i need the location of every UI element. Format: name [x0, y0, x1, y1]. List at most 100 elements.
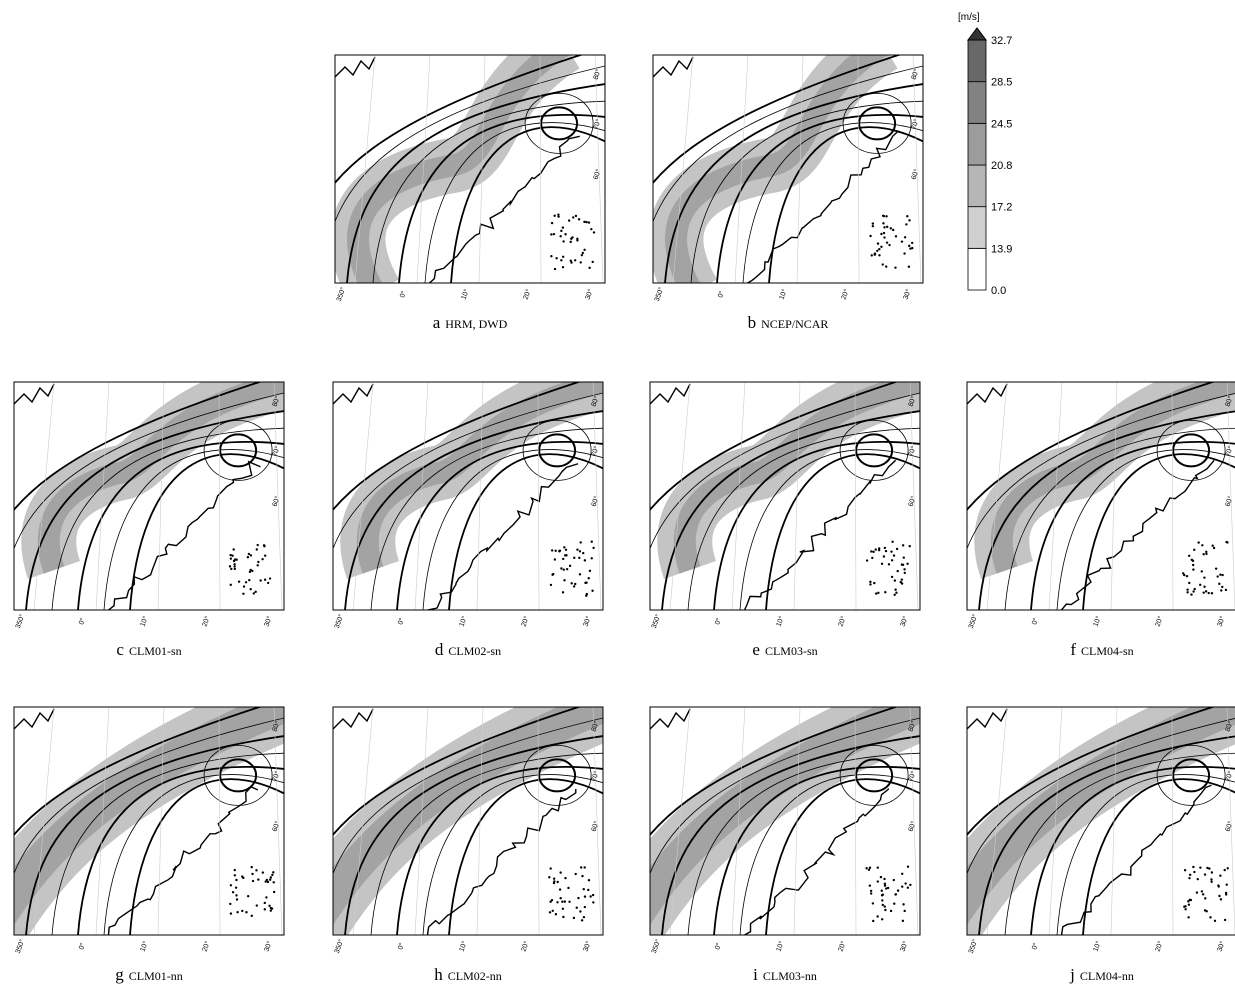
lake-dot: [885, 550, 887, 552]
colorbar-level: 28.5: [991, 77, 1012, 89]
lake-dot: [1188, 903, 1190, 905]
lake-dot: [271, 907, 273, 909]
lake-dot: [1192, 590, 1194, 592]
panel-label: CLM01-sn: [129, 644, 182, 658]
lon-label: 10°: [778, 288, 789, 301]
lake-dot: [564, 554, 566, 556]
lake-dot: [243, 585, 245, 587]
lake-dot: [555, 257, 557, 259]
lon-label: 20°: [1154, 940, 1165, 953]
lake-dot: [888, 244, 890, 246]
lake-dot: [256, 564, 258, 566]
lake-dot: [872, 551, 874, 553]
lake-dot: [904, 572, 906, 574]
lake-dot: [576, 239, 578, 241]
lake-dot: [872, 902, 874, 904]
lake-dot: [891, 576, 893, 578]
lake-dot: [562, 226, 564, 228]
lake-dot: [559, 871, 561, 873]
lake-dot: [257, 561, 259, 563]
lake-dot: [893, 903, 895, 905]
lake-dot: [562, 240, 564, 242]
lake-dot: [581, 919, 583, 921]
lake-dot: [1210, 878, 1212, 880]
lake-dot: [264, 579, 266, 581]
colorbar-level: 24.5: [991, 118, 1012, 130]
map-panel: 350°0°10°20°30°80°70°60°iCLM03-nn: [610, 687, 960, 984]
lon-label: 350°: [967, 938, 980, 955]
lon-label: 20°: [201, 940, 212, 953]
lake-dot: [909, 545, 911, 547]
lake-dot: [241, 910, 243, 912]
lake-dot: [904, 236, 906, 238]
lon-label: 10°: [458, 615, 469, 628]
lake-dot: [1199, 866, 1201, 868]
lake-dot: [883, 232, 885, 234]
lake-dot: [256, 548, 258, 550]
lake-dot: [894, 588, 896, 590]
lake-dot: [881, 894, 883, 896]
lake-dot: [906, 563, 908, 565]
lake-dot: [571, 236, 573, 238]
lon-label: 20°: [520, 615, 531, 628]
map-panel: 350°0°10°20°30°80°70°60°eCLM03-sn: [610, 362, 960, 659]
lake-dot: [566, 568, 568, 570]
lake-dot: [559, 897, 561, 899]
panel-caption: bNCEP/NCAR: [748, 313, 829, 332]
lake-dot: [557, 881, 559, 883]
lon-label: 350°: [653, 286, 666, 303]
lake-dot: [881, 563, 883, 565]
colorbar-segment: [968, 248, 986, 290]
lake-dot: [264, 908, 266, 910]
colorbar-level: 20.8: [991, 160, 1012, 172]
lake-dot: [878, 254, 880, 256]
lon-label: 0°: [1030, 617, 1040, 626]
panel-label: CLM04-nn: [1080, 969, 1134, 983]
lake-dot: [562, 266, 564, 268]
lake-dot: [573, 917, 575, 919]
lake-dot: [869, 581, 871, 583]
colorbar-arrow: [968, 28, 986, 40]
lake-dot: [891, 559, 893, 561]
lake-dot: [895, 235, 897, 237]
map-body: [610, 687, 960, 935]
lake-dot: [549, 911, 551, 913]
lake-dot: [877, 242, 879, 244]
lake-dot: [880, 246, 882, 248]
lake-dot: [231, 555, 233, 557]
lon-label: 0°: [398, 290, 408, 299]
map-panel: 350°0°10°20°30°80°70°60°fCLM04-sn: [927, 362, 1235, 659]
lake-dot: [252, 880, 254, 882]
lake-dot: [562, 908, 564, 910]
lon-label: 350°: [14, 613, 27, 630]
lon-label: 30°: [582, 615, 593, 628]
lake-dot: [230, 912, 232, 914]
lake-dot: [902, 544, 904, 546]
lake-dot: [562, 916, 564, 918]
lake-dot: [232, 891, 234, 893]
lake-dot: [574, 583, 576, 585]
lake-dot: [884, 905, 886, 907]
map-body: [610, 362, 960, 610]
lake-dot: [907, 887, 909, 889]
lake-dot: [579, 910, 581, 912]
lake-dot: [1226, 883, 1228, 885]
lake-dot: [1186, 591, 1188, 593]
lake-dot: [873, 582, 875, 584]
lon-label: 20°: [1154, 615, 1165, 628]
lake-dot: [564, 877, 566, 879]
lake-dot: [588, 267, 590, 269]
lake-dot: [267, 582, 269, 584]
panel-caption: fCLM04-sn: [1070, 640, 1133, 659]
lake-dot: [1188, 877, 1190, 879]
lake-dot: [1186, 588, 1188, 590]
lake-dot: [1219, 573, 1221, 575]
lake-dot: [570, 261, 572, 263]
lake-dot: [1190, 899, 1192, 901]
lake-dot: [549, 867, 551, 869]
lake-dot: [555, 913, 557, 915]
lake-dot: [251, 915, 253, 917]
lake-dot: [551, 549, 553, 551]
lake-dot: [1205, 551, 1207, 553]
